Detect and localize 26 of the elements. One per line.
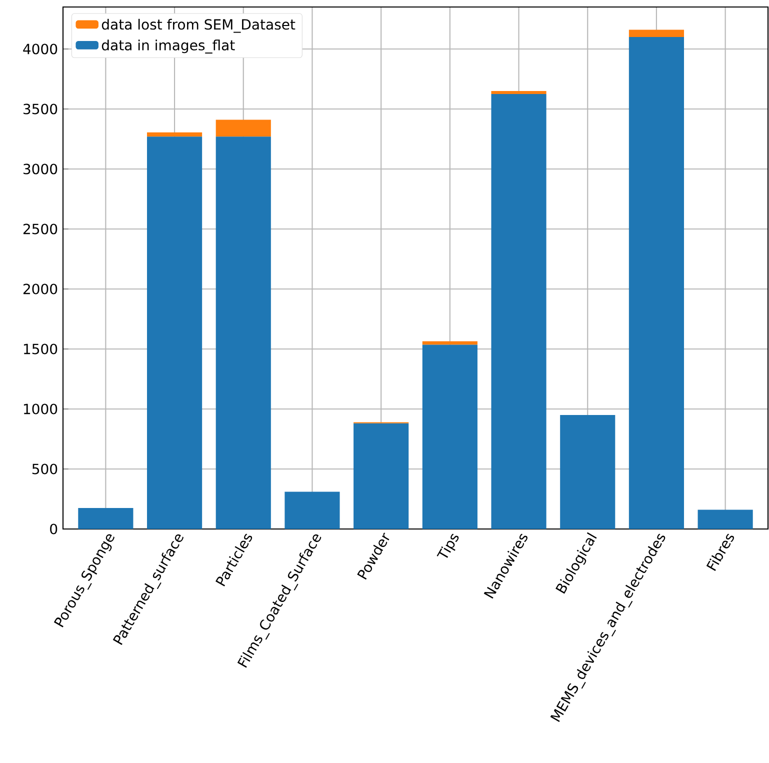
bar — [216, 120, 271, 137]
y-tick-label: 2000 — [23, 284, 58, 294]
y-tick-label: 1500 — [24, 344, 58, 354]
bar — [422, 341, 478, 345]
bar — [216, 136, 271, 529]
bar — [628, 36, 684, 529]
y-tick-label: 4000 — [23, 44, 58, 54]
y-tick-label: 500 — [32, 464, 58, 474]
y-tick-label: 3000 — [24, 164, 58, 174]
bar — [147, 132, 202, 137]
bar — [491, 94, 546, 529]
bar — [147, 136, 202, 529]
legend-label: data in images_flat — [102, 40, 235, 54]
bar — [628, 30, 684, 37]
bar — [78, 508, 134, 529]
bar — [354, 423, 409, 529]
bar — [698, 510, 753, 529]
bar — [284, 492, 340, 529]
bar — [422, 344, 478, 529]
y-tick-label: 0 — [50, 524, 58, 534]
bar — [560, 414, 616, 529]
y-tick-label: 2500 — [23, 224, 58, 234]
y-tick-label: 1000 — [24, 404, 58, 414]
bar — [491, 90, 546, 94]
y-tick-label: 3500 — [24, 104, 58, 114]
legend-label: data lost from SEM_Dataset — [102, 18, 296, 33]
